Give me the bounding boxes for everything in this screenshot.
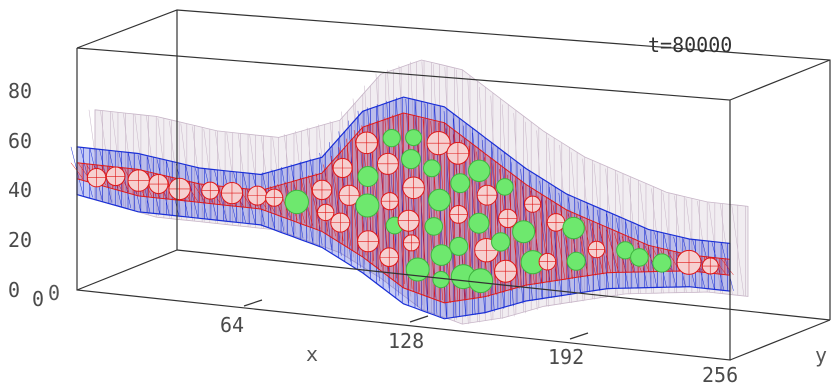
x-tick-label: 256: [702, 363, 738, 385]
mesh-line: [307, 175, 321, 229]
particle-sphere: [355, 193, 380, 218]
mesh-line: [123, 113, 136, 210]
box-bottom-right-edge: [729, 319, 831, 361]
box-back-bottom: [176, 249, 831, 321]
mesh-line: [237, 133, 251, 227]
particle-sphere: [430, 244, 453, 266]
box-back-face: [76, 9, 831, 320]
particle-sphere: [401, 149, 421, 170]
particle-sphere: [450, 173, 471, 194]
mesh-line: [513, 113, 526, 314]
mesh-line: [606, 229, 619, 273]
particle-sphere: [405, 257, 430, 282]
time-annotation: t=80000: [648, 33, 732, 57]
mesh-line: [329, 142, 342, 256]
mesh-line: [215, 131, 228, 225]
particle-sphere: [405, 129, 423, 147]
particle-sphere: [566, 251, 586, 271]
particle-sphere: [284, 189, 309, 215]
z-tick-label: 80: [8, 79, 32, 103]
z-tick-label: 20: [8, 228, 32, 252]
particle-sphere: [512, 220, 536, 244]
mesh-line: [195, 168, 208, 219]
particle-sphere: [468, 212, 490, 234]
mesh-line: [685, 198, 699, 293]
particle-sphere: [496, 178, 514, 196]
mesh-line: [214, 170, 227, 221]
x-tick-label: 192: [548, 345, 584, 369]
particle-sphere: [382, 129, 401, 148]
y-axis-label: y: [815, 343, 827, 367]
mesh-line: [193, 183, 206, 203]
y-axis-tick-label: 0: [48, 281, 60, 305]
box-top-right-edge: [729, 59, 831, 101]
mesh-line: [674, 195, 687, 293]
mesh-line: [422, 119, 436, 298]
x-tick-mark: [243, 299, 263, 307]
particle-sphere: [491, 232, 511, 252]
mesh-line: [80, 147, 93, 198]
particle-sphere: [468, 159, 491, 183]
mesh-line: [662, 192, 676, 293]
mesh-line: [721, 258, 734, 276]
particle-sphere: [424, 217, 444, 236]
x-tick-label: 64: [220, 313, 244, 337]
bounding-box: [76, 9, 831, 361]
mesh-line: [539, 180, 552, 299]
particle-sphere: [423, 159, 441, 178]
mesh-line: [399, 113, 413, 289]
particle-sphere: [432, 271, 450, 289]
mesh-line: [628, 178, 641, 294]
particle-sphere: [357, 166, 379, 187]
particle-sphere: [468, 268, 494, 294]
mesh-line: [639, 183, 653, 294]
particle-sphere: [449, 236, 469, 256]
mesh-line: [545, 200, 558, 282]
mesh-line: [111, 112, 125, 207]
particle-sphere: [652, 253, 672, 273]
z-tick-label: 60: [8, 129, 32, 153]
particle-sphere: [630, 248, 649, 267]
x-tick-label: 0: [32, 287, 44, 311]
particle-layer: [86, 129, 719, 294]
mesh-line: [277, 183, 290, 218]
mesh-line: [272, 137, 285, 231]
mesh-line: [490, 95, 503, 319]
mesh-line: [283, 134, 297, 235]
z-tick-label: 40: [8, 178, 32, 202]
x-tick-mark: [569, 332, 589, 340]
particle-sphere: [428, 188, 451, 212]
particle-sphere: [562, 216, 585, 240]
z-tick-label: 0: [8, 278, 20, 302]
x-axis-label: x: [306, 342, 318, 366]
mesh-line: [697, 200, 710, 293]
mesh-line: [226, 132, 239, 226]
mesh-line: [169, 120, 182, 220]
box-bottom-left-edge: [76, 249, 178, 291]
mesh-line: [605, 168, 618, 297]
mesh-line: [319, 152, 332, 250]
x-tick-mark: [409, 315, 429, 323]
mesh-line: [180, 123, 194, 221]
mesh-line: [582, 158, 595, 300]
mesh-line: [157, 118, 171, 218]
z-axis-ticks: 80 60 40 20 0: [8, 79, 32, 302]
mesh-line: [577, 201, 591, 293]
mesh-line: [118, 151, 132, 209]
mesh-line: [731, 205, 745, 296]
x-axis-ticks: 0 64 128 192 256: [32, 287, 738, 385]
mesh-line: [558, 192, 572, 296]
x-tick-label: 128: [388, 329, 424, 353]
